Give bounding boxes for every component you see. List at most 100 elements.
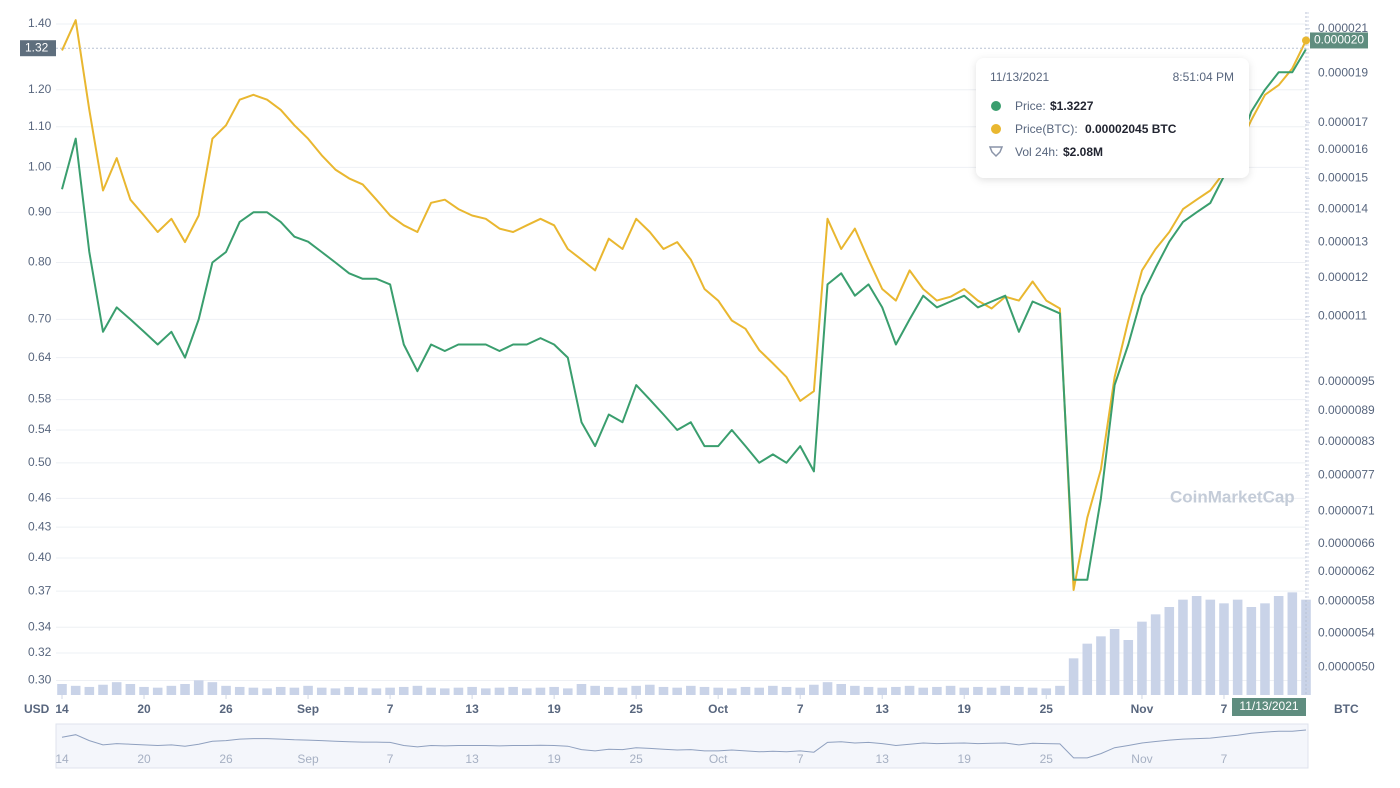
volume-bar [316,687,327,695]
navigator-tick-label: Sep [297,752,319,766]
volume-bar [686,685,696,695]
navigator-tick-label: 26 [219,752,233,766]
navigator[interactable] [55,723,1309,769]
y2-tick-label: 0.000017 [1318,115,1368,129]
volume-bar [740,686,751,695]
volume-bar [822,682,833,695]
volume-bar [1014,686,1024,695]
navigator-tick-label: 25 [629,752,643,766]
volume-bar [754,687,764,695]
navigator-tick-label: Oct [709,752,728,766]
y-tick-label: 0.40 [28,550,52,564]
navigator-tick-label: 13 [465,752,479,766]
volume-bar [84,686,95,695]
y-tick-label: 0.70 [28,312,52,326]
volume-bar [1178,599,1188,695]
y2-tick-label: 0.0000062 [1318,564,1375,578]
y2-tick-label: 0.000021 [1318,21,1368,35]
navigator-tick-label: 19 [547,752,561,766]
y2-tick-label: 0.0000083 [1318,434,1375,448]
volume-bar [275,686,286,695]
y-tick-label: 1.40 [28,16,52,30]
volume-bar [795,687,805,695]
volume-bar [1205,599,1216,695]
x-tick-label: 19 [547,702,561,716]
volume-bar [658,686,669,695]
y-tick-label: 0.34 [28,619,52,633]
volume-bar [166,685,177,695]
volume-bar [986,687,997,695]
crosshair-y-label: 1.32 [25,40,49,54]
volume-bar [918,687,929,695]
volume-bar [98,684,108,695]
y-tick-label: 0.50 [28,455,52,469]
y-tick-label: 0.80 [28,255,52,269]
y-axis-unit: USD [24,702,50,716]
volume-bar [563,688,573,695]
y2-tick-label: 0.0000066 [1318,536,1375,550]
volume-bar [522,688,532,695]
volume-bar [809,684,819,695]
volume-bar [1082,643,1093,695]
crosshair-x-label: 11/13/2021 [1239,699,1298,713]
volume-bar [398,686,409,695]
crosshair-label-box [1232,698,1306,716]
crosshair-y2-label: 0.000020 [1314,33,1364,47]
volume-bar [111,682,122,695]
x-tick-label: Sep [297,702,319,716]
volume-bar [1137,621,1147,695]
volume-bar [1150,614,1161,695]
volume-bar [1219,603,1229,695]
y2-tick-label: 0.0000071 [1318,504,1375,518]
x-tick-label: 26 [219,702,233,716]
volume-bar [494,687,505,695]
volume-bar [877,687,888,695]
volume-bar [467,686,477,695]
lines [61,19,1307,591]
tooltip-label: Price: [1015,99,1046,113]
volume-bar [576,684,587,695]
tooltip-label: Price(BTC): [1015,122,1078,136]
volume-bar [221,685,231,695]
volume-bar [330,688,341,695]
volume-bar [1000,685,1011,695]
volume-bar [1109,629,1120,695]
axes: 0.30 0.32 0.34 0.37 0.40 0.43 0.46 0.50 0.54 0.58… [28,12,1375,716]
y2-tick-label: 0.000016 [1318,142,1368,156]
legend-dot [991,124,1001,134]
volume-bar [207,682,218,695]
watermark: CoinMarketCap [1170,487,1295,506]
crosshair-label-box [1310,32,1368,49]
volume-bar [70,685,81,695]
y-tick-label: 1.00 [28,160,52,174]
x-tick-label: 25 [1040,702,1054,716]
volume-bar [180,684,190,695]
grid [56,23,1306,682]
crosshair-label-box [20,40,56,57]
volume-bar [1041,688,1052,695]
volume-bar [1055,685,1065,695]
volume-bar [1246,607,1257,695]
y-tick-label: 0.30 [28,673,52,687]
y-tick-label: 0.37 [28,583,52,597]
y2-tick-label: 0.000013 [1318,234,1368,248]
y-tick-label: 0.64 [28,350,52,364]
volume-bar [412,685,423,695]
x-tick-label: 25 [629,702,643,716]
x-tick-label: 13 [465,702,479,716]
volume-bar [1027,687,1038,695]
y2-tick-label: 0.000015 [1318,171,1368,185]
volume-bar [1068,658,1079,695]
x-tick-label: 14 [55,702,69,716]
volume-bar [1301,599,1311,695]
x-tick-label: 7 [1221,702,1228,716]
volume-bar [645,684,655,695]
volume-bar [125,684,136,695]
series-line [61,48,1307,581]
volume-bar [357,687,368,695]
volume-bar [248,687,259,695]
navigator-content: 14 20 26 Sep 7 13 19 25 Oct 7 13 19 25 Nov 7 [55,729,1307,766]
volume-bar [590,685,600,695]
y2-tick-label: 0.000012 [1318,270,1368,284]
